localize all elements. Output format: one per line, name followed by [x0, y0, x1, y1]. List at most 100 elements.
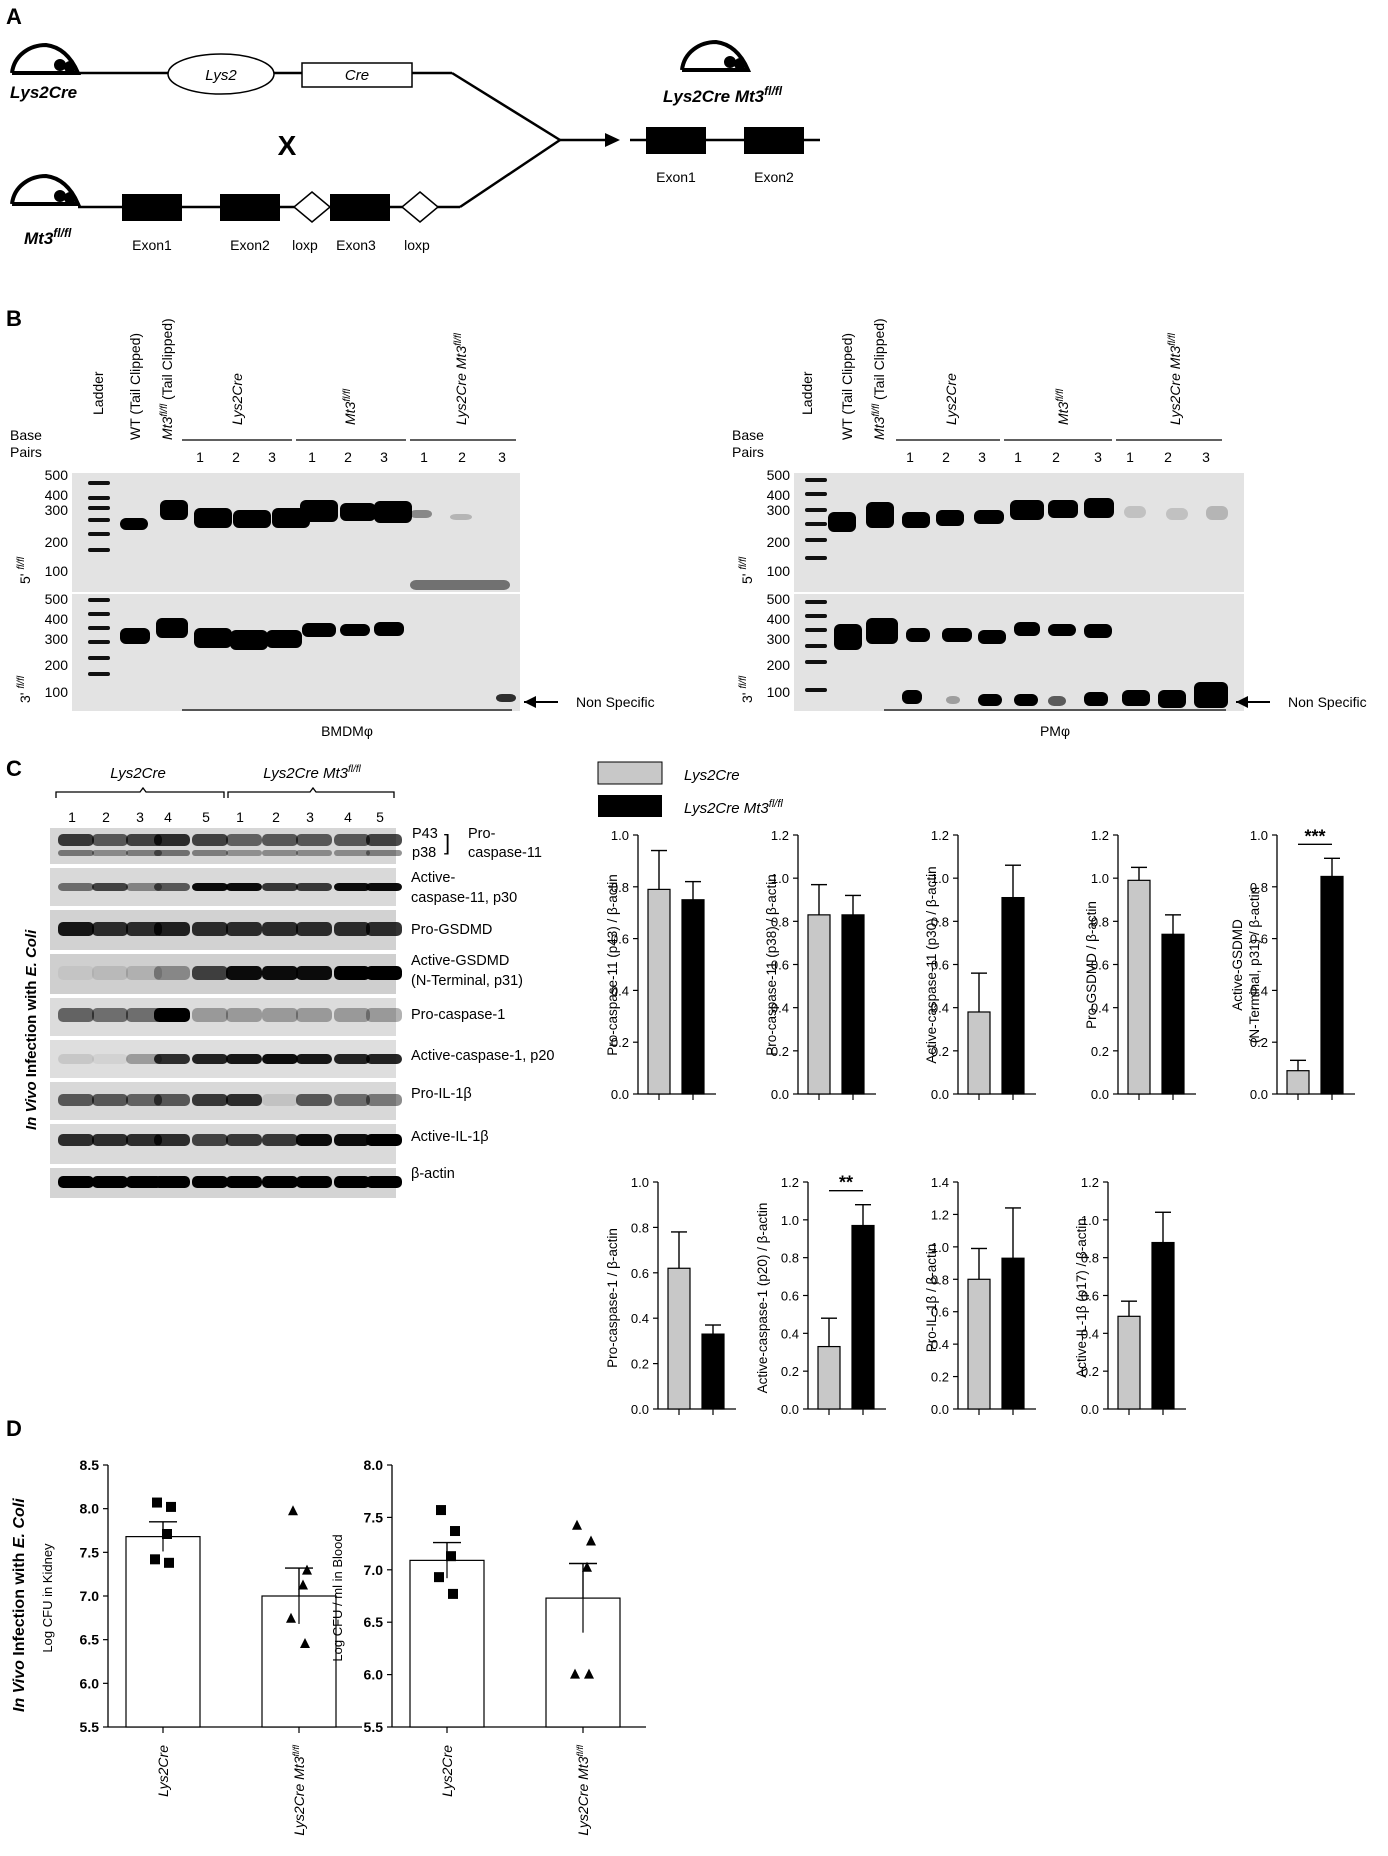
blot-lane-number: 3 — [306, 809, 314, 825]
exon3-box — [330, 194, 390, 221]
bar — [1001, 896, 1025, 1095]
blot-band — [334, 1094, 370, 1106]
bp-label: 400 — [767, 611, 791, 627]
svg-text:Pro-: Pro- — [468, 826, 496, 842]
y-tick-label: 0.0 — [931, 1087, 949, 1102]
y-tick-label: 0.6 — [771, 958, 789, 973]
panel-d: D In Vivo Infection with E. Coli — [6, 1416, 28, 1712]
lane-header-part: Mt3 — [871, 416, 887, 440]
gel-band — [978, 694, 1002, 706]
lane-number: 3 — [978, 449, 986, 465]
data-point — [570, 1668, 580, 1679]
blot-band — [92, 850, 128, 856]
blot-band — [154, 834, 190, 846]
y-tick-label: 6.5 — [364, 1614, 384, 1630]
ladder-band — [88, 481, 110, 485]
lane-header-part: Lys2Cre Mt3 — [1167, 346, 1183, 425]
blot-labels: P43 p38 ] Pro- caspase-11 Active- caspas… — [411, 826, 554, 1182]
gel-band — [340, 503, 376, 521]
lane-header: Lys2Cre Mt3fl/fl — [1167, 332, 1183, 425]
lane-header: Mt3fl/fl — [342, 388, 358, 425]
lane-header: Lys2Cre — [943, 373, 959, 425]
ladder-band — [805, 522, 827, 526]
ladder-band — [805, 600, 827, 604]
y-tick-label: 1.0 — [781, 1213, 799, 1228]
cell-type-label: BMDMφ — [321, 723, 373, 739]
y-tick-label: 7.5 — [80, 1544, 100, 1560]
bp-label: 500 — [767, 591, 791, 607]
legend-swatch-lys2cre-mt3 — [598, 795, 662, 817]
y-tick-label: 0.6 — [931, 1305, 949, 1320]
blot-band — [366, 850, 402, 856]
blot-band — [126, 883, 162, 891]
blot-band — [262, 966, 298, 980]
blot-band — [92, 1134, 128, 1146]
gel-band — [1084, 692, 1108, 706]
lane-number: 1 — [906, 449, 914, 465]
y-tick-label: 1.0 — [771, 871, 789, 886]
bp-label: 400 — [767, 487, 791, 503]
gel-label-sup: fl/fl — [738, 675, 749, 689]
lys2-gene-label: Lys2 — [205, 67, 237, 84]
bar-chart-2: 0.0 0.2 0.4 0.6 0.8 1.0 1.2 Pro-caspase-11 (p38… — [764, 828, 876, 1102]
blot-band — [126, 1054, 162, 1064]
blot-band — [154, 1094, 190, 1106]
legend-label-lys2cre-mt3: Lys2Cre Mt3fl/fl — [684, 798, 783, 817]
blot-band — [226, 850, 262, 856]
blot-band — [366, 966, 402, 980]
blot-band — [126, 1008, 162, 1022]
exon1-label: Exon1 — [656, 169, 696, 185]
lane-number: 3 — [268, 449, 276, 465]
blot-band — [58, 1054, 94, 1064]
gel-label-text: 3' — [739, 689, 755, 703]
data-point — [434, 1572, 444, 1583]
blot-band — [126, 1094, 162, 1106]
y-axis-label: Pro-caspase-1 / β-actin — [605, 1228, 620, 1368]
y-axis-label: Log CFU in Kidney — [40, 1543, 55, 1653]
blot-lane-number: 4 — [344, 809, 352, 825]
lane-header: Lys2Cre Mt3fl/fl — [453, 332, 469, 425]
bar-chart-9: 0.0 0.2 0.4 0.6 0.8 1.0 1.2 Active-IL-1β (p17) … — [1074, 1175, 1186, 1417]
data-point — [150, 1554, 160, 1565]
lane-number: 2 — [1052, 449, 1060, 465]
y-tick-label: 0.2 — [611, 1035, 629, 1050]
gel-label: 3' fl/fl — [16, 675, 33, 703]
bar — [681, 899, 705, 1095]
gel-image — [72, 473, 520, 592]
y-tick-label: 1.0 — [1081, 1213, 1099, 1228]
y-tick-label: 0.4 — [931, 1001, 949, 1016]
exon3-label: Exon3 — [336, 237, 376, 253]
gel-band — [230, 630, 268, 650]
y-tick-label: 0.6 — [1091, 958, 1109, 973]
blot-band — [92, 966, 128, 980]
y-tick-label: 0.2 — [781, 1364, 799, 1379]
data-point — [152, 1497, 162, 1508]
loxp-site — [292, 191, 332, 223]
svg-text:Active-: Active- — [411, 870, 455, 886]
data-point — [582, 1561, 592, 1572]
nonspecific-label: Non Specific — [1288, 694, 1367, 710]
data-point — [166, 1501, 176, 1512]
y-tick-label: 0.0 — [611, 1087, 629, 1102]
gel-band — [866, 618, 898, 644]
blot-band — [262, 1094, 298, 1106]
gel-band — [936, 510, 964, 526]
y-tick-label: 1.2 — [1081, 1175, 1099, 1190]
exon2-box — [744, 127, 804, 154]
y-axis-label: Log CFU / ml in Blood — [330, 1534, 345, 1661]
gel-band — [902, 690, 922, 704]
gel-band — [946, 696, 960, 704]
blot-band — [192, 850, 228, 856]
ladder-band — [805, 628, 827, 632]
bar — [1117, 1315, 1141, 1410]
y-tick-label: 0.4 — [931, 1337, 949, 1352]
loxp-site — [400, 191, 440, 223]
exon1-box — [646, 127, 706, 154]
y-axis-label: Pro-GSDMD / β-actin — [1084, 901, 1099, 1029]
blot-band — [226, 922, 262, 936]
base-pairs-label: Pairs — [10, 444, 42, 460]
blot-band — [334, 1008, 370, 1022]
result-genotype-label: Lys2Cre Mt3fl/fl — [663, 84, 783, 106]
blot-band — [226, 883, 262, 891]
lane-number: 3 — [498, 449, 506, 465]
